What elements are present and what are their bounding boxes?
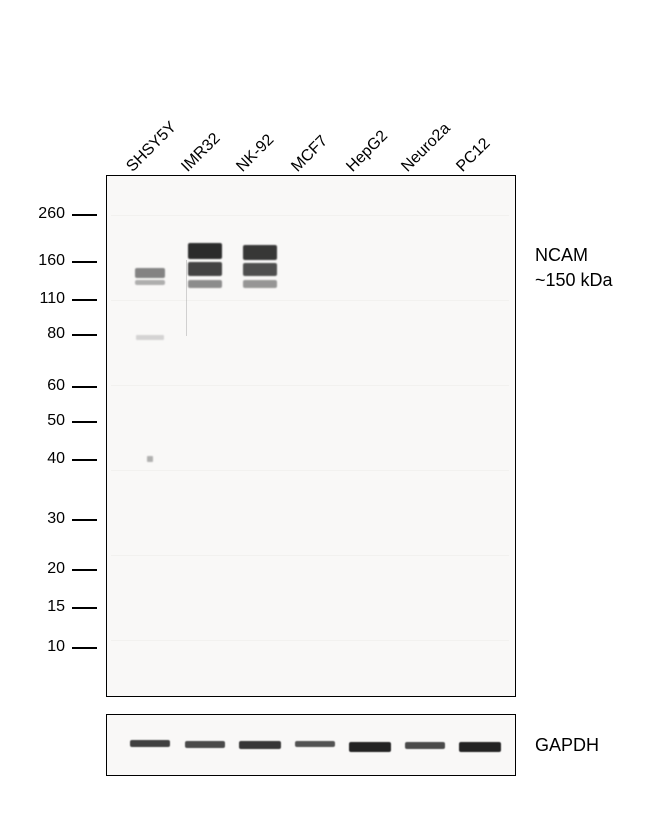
ncam-band — [188, 243, 222, 259]
lane-label: Neuro2a — [398, 120, 454, 176]
label-gapdh: GAPDH — [535, 735, 599, 756]
marker-tick — [72, 334, 97, 336]
ncam-band — [188, 280, 222, 288]
gapdh-band — [405, 742, 445, 749]
marker-label: 110 — [35, 290, 65, 308]
marker-label: 260 — [35, 205, 65, 223]
label-ncam: NCAM — [535, 245, 588, 266]
marker-label: 20 — [35, 560, 65, 578]
blot-noise — [111, 215, 509, 216]
main-blot-frame — [106, 175, 516, 697]
marker-label: 40 — [35, 450, 65, 468]
marker-tick — [72, 386, 97, 388]
marker-tick — [72, 214, 97, 216]
marker-tick — [72, 299, 97, 301]
ncam-faint-band — [147, 456, 153, 462]
smear-line — [186, 260, 187, 336]
blot-noise — [111, 470, 509, 471]
blot-noise — [111, 555, 509, 556]
lane-label: IMR32 — [178, 130, 224, 176]
lane-label: PC12 — [453, 135, 494, 176]
ncam-band — [243, 280, 277, 288]
ncam-band — [188, 262, 222, 276]
ncam-band — [243, 245, 277, 260]
marker-label: 80 — [35, 325, 65, 343]
blot-noise — [111, 385, 509, 386]
marker-tick — [72, 607, 97, 609]
marker-tick — [72, 459, 97, 461]
gapdh-band — [185, 741, 225, 748]
marker-label: 50 — [35, 412, 65, 430]
lane-label: HepG2 — [343, 127, 392, 176]
gapdh-band — [130, 740, 170, 747]
marker-tick — [72, 569, 97, 571]
marker-label: 30 — [35, 510, 65, 528]
label-ncam-kda: ~150 kDa — [535, 270, 613, 291]
ncam-band — [135, 268, 165, 278]
lane-label: SHSY5Y — [123, 119, 180, 176]
blot-noise — [111, 300, 509, 301]
ncam-band — [135, 280, 165, 285]
marker-tick — [72, 421, 97, 423]
marker-tick — [72, 647, 97, 649]
gapdh-band — [295, 741, 335, 747]
gapdh-band — [349, 742, 391, 752]
blot-noise — [111, 640, 509, 641]
marker-label: 15 — [35, 598, 65, 616]
gapdh-band — [459, 742, 501, 752]
ncam-faint-band — [136, 335, 164, 340]
lane-label: NK-92 — [233, 131, 278, 176]
marker-label: 160 — [35, 252, 65, 270]
marker-tick — [72, 261, 97, 263]
lane-label: MCF7 — [288, 132, 332, 176]
marker-label: 10 — [35, 638, 65, 656]
marker-label: 60 — [35, 377, 65, 395]
ncam-band — [243, 263, 277, 276]
marker-tick — [72, 519, 97, 521]
gapdh-band — [239, 741, 281, 749]
